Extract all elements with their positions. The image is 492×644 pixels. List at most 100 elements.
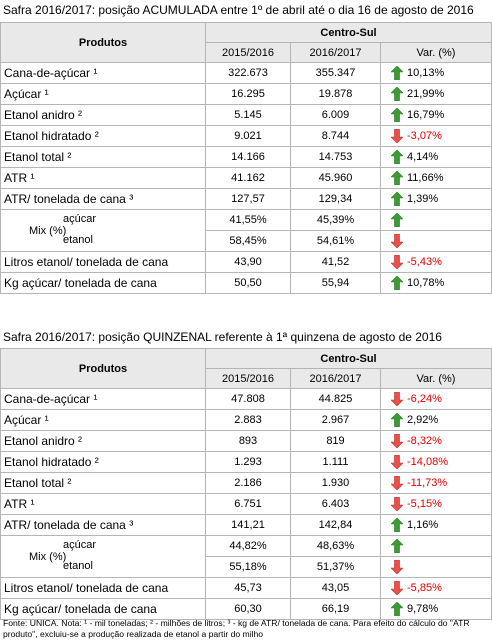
table-row: Etanol total ² 14.166 14.753 4,14% [0, 146, 492, 168]
header-cell: Centro-Sul [205, 22, 492, 43]
cell-value: 893 [205, 430, 291, 452]
cell-value: 45,39% [290, 209, 381, 231]
cell-var: 4,14% [380, 146, 492, 168]
cell-value: 127,57 [205, 188, 291, 210]
cell-var: -5,43% [380, 251, 492, 273]
table-row: ATR/ tonelada de cana ³ 127,57 129,34 1,39% [0, 188, 492, 210]
cell-var: 1,16% [380, 514, 492, 536]
cell-value: 55,18% [205, 556, 291, 578]
var-value: 21,99% [407, 87, 445, 100]
table-title: Safra 2016/2017: posição ACUMULADA entre… [3, 3, 474, 17]
table-row: Litros etanol/ tonelada de cana 45,73 43,0… [0, 577, 492, 599]
cell-value: 141,21 [205, 514, 291, 536]
header-cell: Centro-Sul [205, 348, 492, 369]
table-row: ATR ¹ 41.162 45.960 11,66% [0, 167, 492, 189]
cell-var [380, 556, 492, 578]
table-row: Cana-de-açúcar ¹ 47.808 44.825 -6,24% [0, 388, 492, 410]
cell-var: -6,24% [380, 388, 492, 410]
cell-value: 48,63% [290, 535, 381, 557]
header-cell: Var. (%) [380, 42, 492, 63]
row-label: Etanol total ² [0, 146, 206, 168]
arrow-up [390, 107, 404, 123]
header-cell: Var. (%) [380, 368, 492, 389]
arrow-down [390, 475, 404, 491]
cell-value: 60,30 [205, 598, 291, 620]
mix-sub-label: açúcar [63, 213, 97, 225]
cell-var: -5,85% [380, 577, 492, 599]
var-value: 10,13% [407, 66, 445, 79]
header-cell: 2016/2017 [290, 42, 381, 63]
var-value: -14,08% [407, 455, 448, 468]
mix-sub-label: açúcar [63, 539, 97, 551]
table-row: Cana-de-açúcar ¹ 322.673 355.347 10,13% [0, 62, 492, 84]
row-label: Etanol anidro ² [0, 104, 206, 126]
mix-label: Mix (%) [29, 551, 67, 563]
cell-value: 45,73 [205, 577, 291, 599]
cell-value: 2.883 [205, 409, 291, 431]
cell-var: -5,15% [380, 493, 492, 515]
var-value: -5,85% [407, 581, 442, 594]
var-value: -5,43% [407, 255, 442, 268]
table-title: Safra 2016/2017: posição QUINZENAL refer… [3, 330, 442, 344]
cell-value: 66,19 [290, 598, 381, 620]
cell-value: 14.166 [205, 146, 291, 168]
cell-value: 16.295 [205, 83, 291, 105]
table-row: 55,18% 51,37% [1, 556, 492, 578]
var-value: 11,66% [407, 171, 444, 184]
var-value: 16,79% [407, 108, 445, 121]
var-value: -5,15% [407, 497, 442, 510]
table: Produtos Centro-Sul 2015/2016 2016/2017 Var.… [0, 22, 492, 294]
cell-value: 44.825 [290, 388, 381, 410]
cell-value: 6.403 [290, 493, 381, 515]
mix-sub-label: etanol [63, 560, 93, 572]
cell-var [380, 209, 492, 231]
cell-var: 11,66% [380, 167, 492, 189]
row-label: Açúcar ¹ [0, 83, 206, 105]
table-row: Kg açúcar/ tonelada de cana 50,50 55,94 10,… [0, 272, 492, 294]
arrow-up [390, 538, 404, 554]
cell-value: 1.930 [290, 472, 381, 494]
cell-var [380, 230, 492, 252]
arrow-up [390, 149, 404, 165]
table-row: Etanol hidratado ² 9.021 8.744 -3,07% [0, 125, 492, 147]
header-cell: 2015/2016 [205, 42, 291, 63]
row-label: Mix (%) açúcar etanol [0, 535, 206, 578]
table-row: Etanol hidratado ² 1.293 1.111 -14,08% [0, 451, 492, 473]
table-row: Mix (%) açúcar etanol 41,55% 45,39% [0, 209, 492, 252]
arrow-down [390, 254, 404, 270]
cell-var: 10,78% [380, 272, 492, 294]
header-row: 2015/2016 2016/2017 Var. (%) [1, 368, 492, 389]
cell-value: 45.960 [290, 167, 381, 189]
var-value: 1,39% [407, 192, 439, 205]
arrow-down [390, 391, 404, 407]
header-row: 2015/2016 2016/2017 Var. (%) [1, 42, 492, 63]
arrow-up [390, 517, 404, 533]
arrow-down [390, 454, 404, 470]
cell-value: 50,50 [205, 272, 291, 294]
arrow-up [390, 86, 404, 102]
cell-value: 47.808 [205, 388, 291, 410]
row-label: Kg açúcar/ tonelada de cana [0, 598, 206, 620]
header-row: Produtos Centro-Sul [0, 348, 492, 389]
cell-value: 5.145 [205, 104, 291, 126]
row-label: Litros etanol/ tonelada de cana [0, 577, 206, 599]
cell-value: 355.347 [290, 62, 381, 84]
arrow-up [390, 412, 404, 428]
mix-label: Mix (%) [29, 225, 67, 237]
row-label: Etanol total ² [0, 472, 206, 494]
arrow-up [390, 191, 404, 207]
row-label: ATR ¹ [0, 167, 206, 189]
cell-var: 1,39% [380, 188, 492, 210]
cell-value: 54,61% [290, 230, 381, 252]
arrow-up [390, 212, 404, 228]
arrow-up [390, 170, 404, 186]
row-label: Cana-de-açúcar ¹ [0, 388, 206, 410]
var-value: -8,32% [407, 434, 442, 447]
var-value: 4,14% [407, 150, 439, 163]
arrow-down [390, 496, 404, 512]
var-value: 10,78% [407, 276, 445, 289]
cell-var: 16,79% [380, 104, 492, 126]
table-row: ATR/ tonelada de cana ³ 141,21 142,84 1,16% [0, 514, 492, 536]
table-row: Etanol total ² 2.186 1.930 -11,73% [0, 472, 492, 494]
